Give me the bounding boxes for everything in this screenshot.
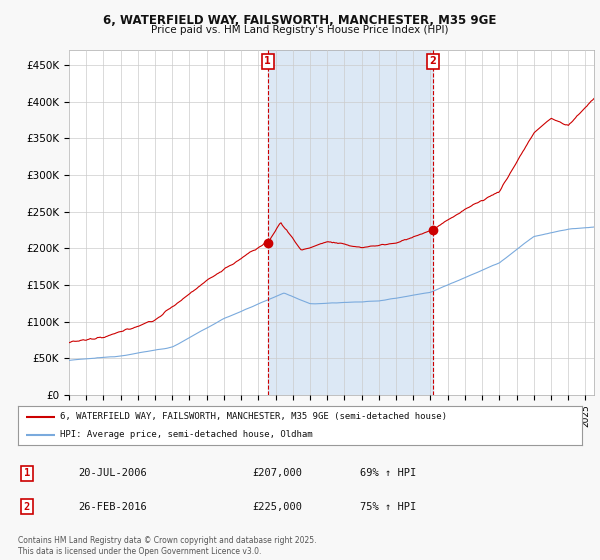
Text: 75% ↑ HPI: 75% ↑ HPI: [360, 502, 416, 512]
Text: 1: 1: [24, 468, 30, 478]
Text: 26-FEB-2016: 26-FEB-2016: [78, 502, 147, 512]
Text: 20-JUL-2006: 20-JUL-2006: [78, 468, 147, 478]
Text: 69% ↑ HPI: 69% ↑ HPI: [360, 468, 416, 478]
Text: 2: 2: [24, 502, 30, 512]
Text: Contains HM Land Registry data © Crown copyright and database right 2025.
This d: Contains HM Land Registry data © Crown c…: [18, 536, 317, 556]
Text: 6, WATERFIELD WAY, FAILSWORTH, MANCHESTER, M35 9GE: 6, WATERFIELD WAY, FAILSWORTH, MANCHESTE…: [103, 14, 497, 27]
Text: 6, WATERFIELD WAY, FAILSWORTH, MANCHESTER, M35 9GE (semi-detached house): 6, WATERFIELD WAY, FAILSWORTH, MANCHESTE…: [60, 412, 448, 421]
Text: 2: 2: [430, 57, 436, 67]
Text: £207,000: £207,000: [252, 468, 302, 478]
Bar: [268, 50, 433, 395]
Text: Price paid vs. HM Land Registry's House Price Index (HPI): Price paid vs. HM Land Registry's House …: [151, 25, 449, 35]
Text: £225,000: £225,000: [252, 502, 302, 512]
Text: HPI: Average price, semi-detached house, Oldham: HPI: Average price, semi-detached house,…: [60, 430, 313, 439]
Text: 1: 1: [265, 57, 271, 67]
